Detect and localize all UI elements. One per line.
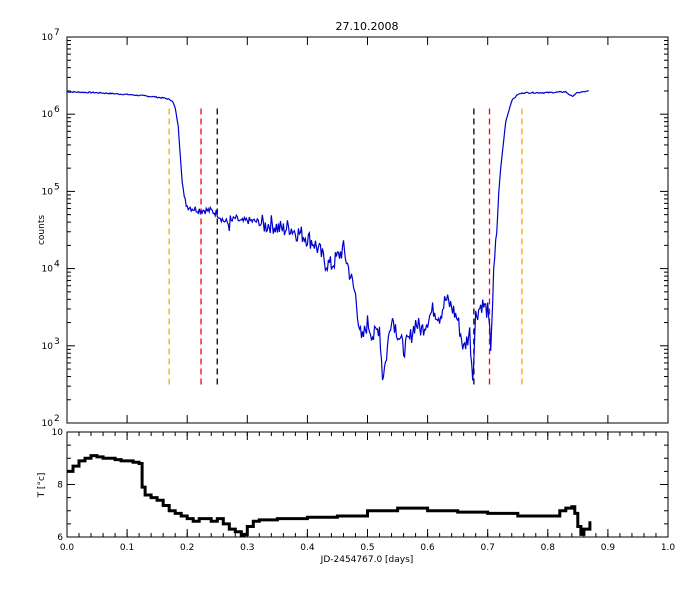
x-tick-label: 1.0 [661, 543, 676, 553]
counts-y-tick-label: 10 [42, 342, 54, 352]
counts-y-tick-exponent: 4 [54, 260, 60, 270]
x-tick-label: 0.9 [601, 543, 616, 553]
temperature-y-tick-label: 10 [52, 428, 64, 438]
temperature-y-ticks: 6 8 10 [52, 428, 668, 543]
counts-series-line [67, 90, 589, 381]
counts-y-tick-label: 10 [42, 187, 54, 197]
x-tick-label: 0.7 [481, 543, 495, 553]
temperature-y-tick-label: 6 [57, 533, 63, 543]
counts-y-tick-label: 10 [42, 33, 54, 43]
counts-y-tick-label: 10 [42, 265, 54, 275]
temperature-y-axis-label: T [°c] [37, 473, 47, 499]
x-tick-label: 0.4 [300, 543, 315, 553]
counts-y-tick-exponent: 6 [54, 105, 60, 115]
counts-y-tick-exponent: 5 [54, 182, 60, 192]
x-tick-label: 0.6 [420, 543, 435, 553]
x-tick-label: 0.1 [120, 543, 134, 553]
counts-y-tick-exponent: 2 [54, 414, 60, 424]
temperature-y-tick-label: 8 [57, 481, 63, 491]
x-tick-label: 0.8 [541, 543, 556, 553]
x-tick-label: 0.2 [180, 543, 194, 553]
boundary-lines [168, 108, 523, 388]
x-ticks: 0.0 0.1 0.2 0.3 0.4 0.5 0.6 0.7 0.8 0.9 1.0 [60, 432, 676, 553]
x-axis-label: JD-2454767.0 [days] [320, 555, 414, 565]
x-tick-label: 0.5 [360, 543, 374, 553]
counts-y-tick-exponent: 7 [54, 28, 60, 38]
counts-y-tick-exponent: 3 [54, 337, 60, 347]
counts-y-tick-label: 10 [42, 110, 54, 120]
counts-plot-frame [66, 36, 669, 424]
counts-y-axis-label: counts [37, 215, 47, 245]
x-tick-label: 0.3 [240, 543, 254, 553]
x-tick-label: 0.0 [60, 543, 75, 553]
chart-title: 27.10.2008 [336, 20, 399, 33]
counts-y-tick-label: 10 [42, 419, 54, 429]
temperature-series-line [67, 454, 592, 538]
